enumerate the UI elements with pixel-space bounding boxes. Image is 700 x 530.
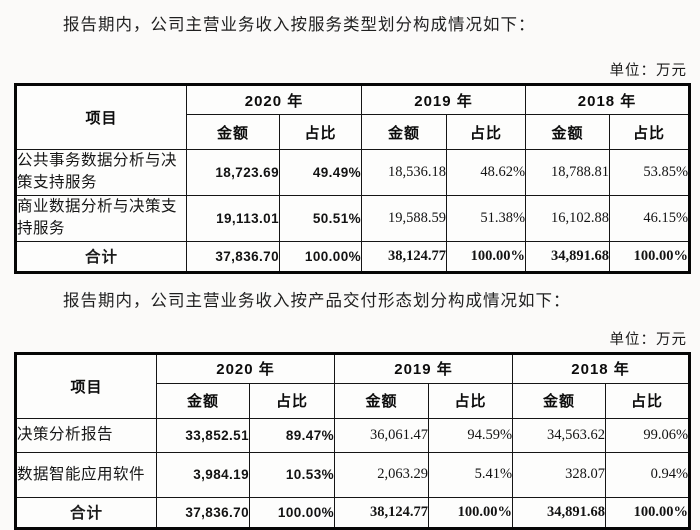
share-2019-cell: 94.59% — [428, 417, 514, 453]
total-amount-2020: 37,836.70 — [156, 496, 250, 529]
row-item-label: 公共事务数据分析与决策支持服务 — [15, 149, 187, 196]
sub-header-row: 金额 占比 金额 占比 金额 占比 — [16, 114, 691, 150]
total-share-2019: 100.00% — [446, 240, 527, 273]
share-2018-cell: 99.06% — [605, 417, 691, 453]
share-2018-cell: 46.15% — [609, 194, 691, 242]
amount-header: 金额 — [334, 382, 430, 419]
total-amount-2019: 38,124.77 — [334, 496, 430, 529]
year-header-row: 项目 2020 年 2019 年 2018 年 — [15, 84, 691, 150]
year-header-2020: 2020 年 — [185, 84, 363, 115]
total-amount-2019: 38,124.77 — [361, 240, 448, 273]
year-header-2019: 2019 年 — [361, 84, 527, 115]
amount-header: 金额 — [512, 382, 607, 419]
share-header: 占比 — [248, 382, 336, 419]
amount-2020-cell: 19,113.01 — [186, 194, 280, 242]
total-share-2020: 100.00% — [248, 496, 336, 529]
amount-2019-cell: 36,061.47 — [334, 417, 430, 453]
total-share-2018: 100.00% — [609, 240, 691, 273]
amount-2020-cell: 3,984.19 — [156, 451, 250, 498]
share-2018-cell: 53.85% — [609, 149, 691, 196]
amount-header: 金额 — [156, 382, 250, 419]
share-header: 占比 — [428, 382, 514, 419]
revenue-by-service-table: 项目 2020 年 2019 年 2018 年 金额 占比 金额 占比 金额 占… — [14, 83, 692, 274]
document-page: 报告期内，公司主营业务收入按服务类型划分构成情况如下： 单位：万元 项目 202… — [14, 15, 692, 530]
share-header: 占比 — [446, 114, 527, 150]
row-item-label: 数据智能应用软件 — [15, 451, 157, 498]
table-row: 公共事务数据分析与决策支持服务 18,723.69 49.49% 18,536.… — [15, 149, 691, 196]
amount-2019-cell: 2,063.29 — [334, 451, 430, 498]
intro-paragraph-product: 报告期内，公司主营业务收入按产品交付形态划分构成情况如下： — [63, 290, 571, 310]
share-2020-cell: 50.51% — [278, 194, 363, 242]
row-item-label: 决策分析报告 — [15, 417, 157, 453]
share-header: 占比 — [609, 114, 691, 150]
revenue-by-product-form-table: 项目 2020 年 2019 年 2018 年 金额 占比 金额 占比 金额 占… — [14, 351, 692, 530]
year-header-2020: 2020 年 — [155, 352, 336, 384]
share-2020-cell: 49.49% — [278, 149, 363, 196]
year-header-2018: 2018 年 — [512, 352, 691, 384]
share-2018-cell: 0.94% — [605, 451, 691, 498]
table-row: 数据智能应用软件 3,984.19 10.53% 2,063.29 5.41% … — [15, 451, 691, 498]
amount-2019-cell: 18,536.18 — [361, 149, 448, 196]
total-label: 合计 — [15, 496, 157, 529]
total-amount-2020: 37,836.70 — [186, 240, 280, 273]
amount-2018-cell: 18,788.81 — [525, 149, 611, 196]
total-row: 合计 37,836.70 100.00% 38,124.77 100.00% 3… — [15, 240, 691, 273]
total-share-2019: 100.00% — [428, 496, 514, 529]
intro-paragraph-service: 报告期内，公司主营业务收入按服务类型划分构成情况如下： — [63, 15, 536, 34]
sub-header-row: 金额 占比 金额 占比 金额 占比 — [16, 382, 691, 419]
share-2019-cell: 48.62% — [446, 149, 527, 196]
total-share-2018: 100.00% — [605, 496, 691, 529]
amount-2018-cell: 16,102.88 — [525, 194, 611, 242]
total-share-2020: 100.00% — [278, 240, 363, 273]
item-column-header: 项目 — [15, 84, 187, 150]
amount-2018-cell: 34,563.62 — [512, 417, 607, 453]
row-item-label: 商业数据分析与决策支持服务 — [15, 194, 187, 242]
amount-2018-cell: 328.07 — [512, 451, 607, 498]
share-2020-cell: 89.47% — [248, 417, 336, 453]
share-2020-cell: 10.53% — [248, 451, 336, 498]
unit-label: 单位：万元 — [609, 331, 687, 348]
year-header-2019: 2019 年 — [334, 352, 514, 384]
share-header: 占比 — [278, 114, 363, 150]
amount-header: 金额 — [361, 114, 448, 150]
share-header: 占比 — [605, 382, 691, 419]
share-2019-cell: 51.38% — [446, 194, 527, 242]
amount-2020-cell: 33,852.51 — [156, 417, 250, 453]
share-2019-cell: 5.41% — [428, 451, 514, 498]
total-label: 合计 — [15, 240, 187, 273]
item-column-header: 项目 — [15, 352, 157, 419]
total-row: 合计 37,836.70 100.00% 38,124.77 100.00% 3… — [15, 496, 691, 529]
year-header-2018: 2018 年 — [525, 84, 691, 115]
table-row: 商业数据分析与决策支持服务 19,113.01 50.51% 19,588.59… — [15, 194, 691, 242]
amount-2020-cell: 18,723.69 — [186, 149, 280, 196]
amount-header: 金额 — [186, 114, 280, 150]
unit-label: 单位：万元 — [609, 63, 687, 79]
total-amount-2018: 34,891.68 — [525, 240, 611, 273]
amount-2019-cell: 19,588.59 — [361, 194, 448, 242]
total-amount-2018: 34,891.68 — [512, 496, 607, 529]
table-row: 决策分析报告 33,852.51 89.47% 36,061.47 94.59%… — [15, 417, 691, 453]
amount-header: 金额 — [525, 114, 611, 150]
year-header-row: 项目 2020 年 2019 年 2018 年 — [15, 352, 691, 419]
